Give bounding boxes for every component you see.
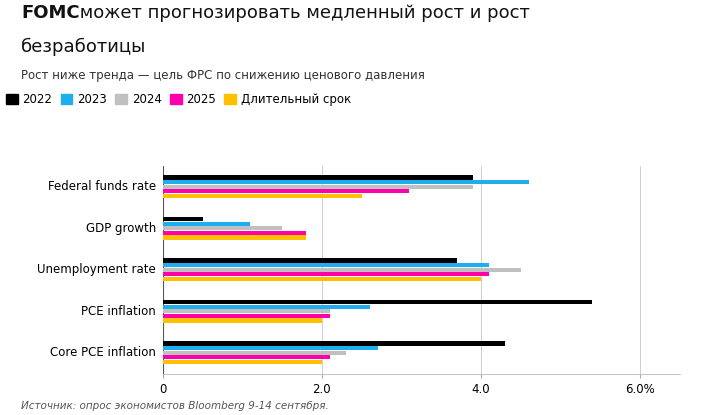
Bar: [163, 360, 322, 364]
Bar: [163, 180, 529, 184]
Bar: [163, 235, 306, 239]
Text: может прогнозировать медленный рост и рост: может прогнозировать медленный рост и ро…: [74, 4, 530, 22]
Bar: [163, 300, 592, 304]
Bar: [163, 314, 330, 318]
Text: Рост ниже тренда — цель ФРС по снижению ценового давления: Рост ниже тренда — цель ФРС по снижению …: [21, 69, 425, 82]
Bar: [163, 309, 330, 313]
Bar: [163, 217, 202, 221]
Bar: [163, 185, 473, 189]
Text: FOMC: FOMC: [21, 4, 80, 22]
Bar: [163, 318, 322, 322]
Bar: [163, 268, 520, 272]
Bar: [163, 189, 409, 193]
Legend: 2022, 2023, 2024, 2025, Длительный срок: 2022, 2023, 2024, 2025, Длительный срок: [6, 93, 351, 106]
Bar: [163, 277, 481, 281]
Bar: [163, 272, 489, 276]
Bar: [163, 222, 251, 226]
Bar: [163, 342, 505, 346]
Bar: [163, 355, 330, 359]
Text: Источник: опрос экономистов Bloomberg 9-14 сентября.: Источник: опрос экономистов Bloomberg 9-…: [21, 401, 329, 411]
Bar: [163, 351, 346, 355]
Bar: [163, 226, 282, 230]
Bar: [163, 231, 306, 235]
Bar: [163, 259, 457, 263]
Bar: [163, 263, 489, 267]
Bar: [163, 176, 473, 180]
Bar: [163, 346, 377, 350]
Text: безработицы: безработицы: [21, 38, 147, 56]
Bar: [163, 305, 370, 309]
Bar: [163, 194, 362, 198]
